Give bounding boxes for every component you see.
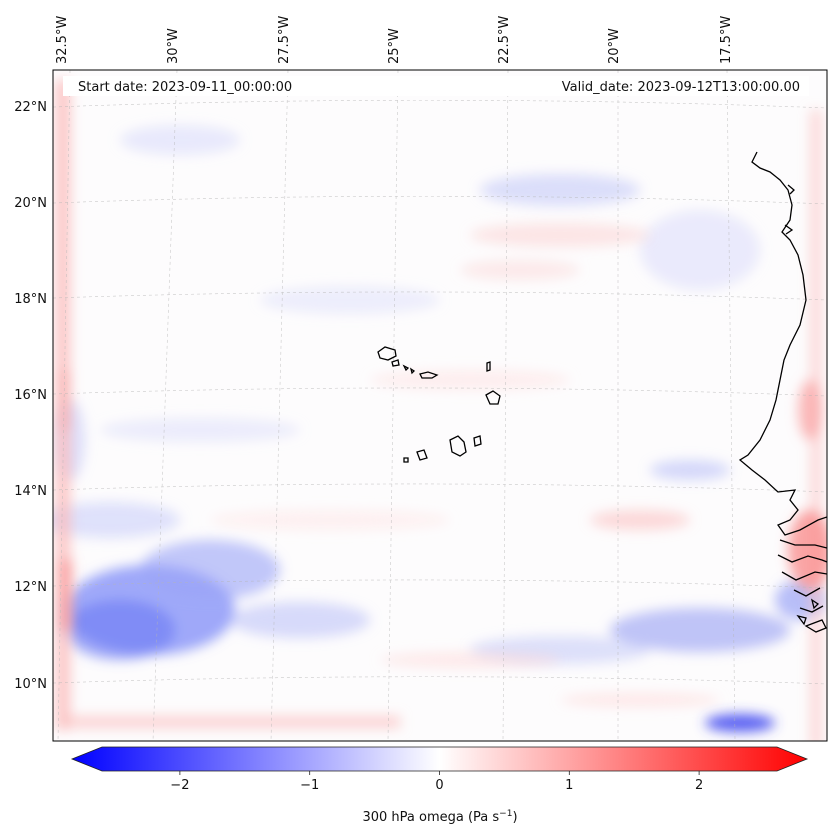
colorbar-tick-label: −2: [170, 778, 189, 793]
cape-verde-islands: [377, 346, 501, 463]
lat-label: 12°N: [14, 580, 47, 595]
gridlines: [53, 70, 827, 741]
lat-label: 10°N: [14, 677, 47, 692]
lat-label: 16°N: [14, 388, 47, 403]
lon-label: 22.5°W: [497, 16, 512, 64]
colorbar-ticks: −2 −1 0 1 2: [170, 771, 703, 793]
colorbar-label: 300 hPa omega (Pa s−1): [362, 809, 517, 825]
lon-label: 25°W: [387, 28, 402, 64]
date-info-box: [63, 76, 809, 96]
start-date-text: Start date: 2023-09-11_00:00:00: [78, 80, 292, 95]
lon-label: 27.5°W: [277, 16, 292, 64]
map-frame: [52, 69, 828, 742]
latitude-labels: 22°N 20°N 18°N 16°N 14°N 12°N 10°N: [14, 100, 47, 692]
lat-label: 20°N: [14, 196, 47, 211]
colorbar: −2 −1 0 1 2 300 hPa omega (Pa s−1): [70, 746, 809, 825]
colorbar-gradient: [70, 746, 809, 772]
lat-label: 18°N: [14, 292, 47, 307]
lat-label: 14°N: [14, 484, 47, 499]
map-panel: Start date: 2023-09-11_00:00:00 Valid_da…: [53, 70, 827, 741]
valid-date-text: Valid_date: 2023-09-12T13:00:00.00: [562, 80, 800, 95]
lon-label: 20°W: [607, 28, 622, 64]
longitude-labels: 32.5°W 30°W 27.5°W 25°W 22.5°W 20°W 17.5…: [55, 16, 734, 64]
lon-label: 32.5°W: [55, 16, 70, 64]
colorbar-tick-label: 0: [435, 778, 443, 793]
colorbar-tick-label: −1: [300, 778, 319, 793]
coastline: [738, 151, 827, 633]
colorbar-tick-label: 2: [695, 778, 703, 793]
colorbar-tick-label: 1: [565, 778, 573, 793]
lat-label: 22°N: [14, 100, 47, 115]
lon-label: 17.5°W: [719, 16, 734, 64]
lon-label: 30°W: [166, 28, 181, 64]
